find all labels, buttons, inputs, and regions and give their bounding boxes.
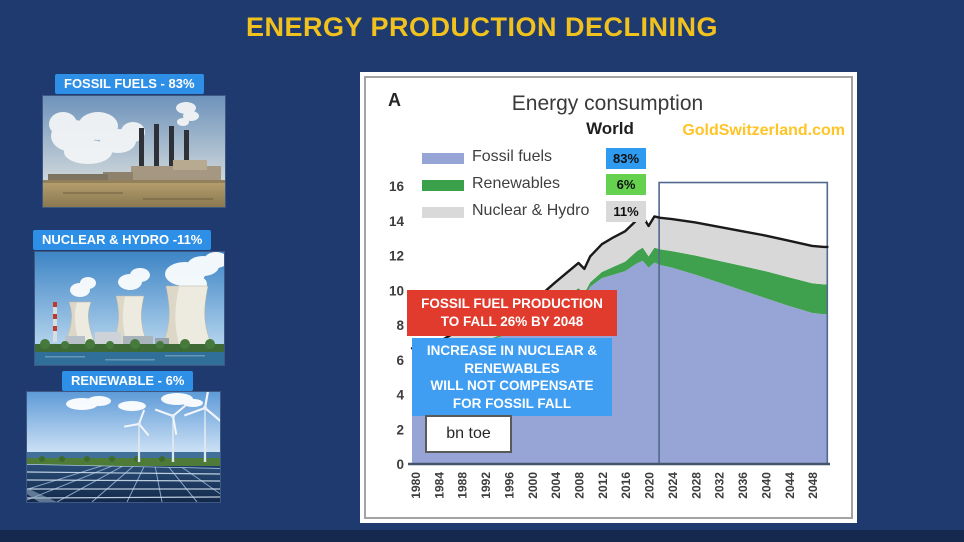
svg-text:12: 12	[389, 249, 404, 264]
svg-text:1992: 1992	[479, 472, 493, 499]
renewables-share-badge: 6%	[606, 174, 646, 195]
panel-letter: A	[388, 90, 401, 110]
nuclear-plant-illustration	[35, 252, 224, 365]
svg-text:1980: 1980	[409, 472, 423, 499]
fossil-power-plant-photo	[43, 96, 225, 207]
annotation-line: FOSSIL FUEL PRODUCTION	[421, 296, 603, 311]
svg-text:2012: 2012	[596, 472, 610, 499]
annotation-line: INCREASE IN NUCLEAR &	[426, 343, 598, 358]
fossil-fuels-label: FOSSIL FUELS - 83%	[55, 74, 204, 94]
svg-text:2048: 2048	[806, 472, 820, 499]
fossil-share-badge: 83%	[606, 148, 646, 169]
svg-text:0: 0	[396, 457, 404, 472]
wind-turbines	[124, 392, 220, 462]
svg-text:2016: 2016	[619, 472, 633, 499]
svg-text:1996: 1996	[502, 472, 516, 499]
bottom-band	[0, 530, 964, 542]
svg-text:2044: 2044	[783, 472, 797, 499]
fossil-fuels-legend-label: Fossil fuels	[472, 148, 553, 165]
svg-text:14: 14	[389, 214, 405, 229]
annotation-line: WILL NOT COMPENSATE	[430, 378, 594, 394]
svg-text:2028: 2028	[689, 472, 703, 499]
renewables-illustration	[27, 392, 220, 502]
annotation-line: FOR FOSSIL FALL	[452, 395, 572, 411]
svg-text:2024: 2024	[666, 472, 680, 499]
solar-wind-photo	[27, 392, 220, 502]
nuclear-hydro-legend-label: Nuclear & Hydro	[472, 202, 590, 219]
svg-text:8: 8	[396, 318, 404, 333]
svg-text:2008: 2008	[573, 472, 587, 499]
chart-title: Energy consumption	[511, 92, 704, 115]
goldswitzerland-watermark: GoldSwitzerland.com	[682, 122, 845, 139]
svg-text:1984: 1984	[432, 472, 446, 499]
svg-text:2004: 2004	[549, 472, 563, 499]
chart-frame-border	[364, 76, 853, 519]
nuclear-hydro-share-badge: 11%	[606, 201, 646, 222]
fossil-fall-annotation: FOSSIL FUEL PRODUCTION TO FALL 26% BY 20…	[407, 290, 617, 336]
renewable-label: RENEWABLE - 6%	[62, 371, 194, 391]
svg-text:2040: 2040	[759, 472, 773, 499]
renewables-swatch	[422, 180, 464, 191]
fossil-power-plant-illustration	[43, 96, 225, 207]
svg-text:16: 16	[389, 179, 405, 194]
nuclear-hydro-label: NUCLEAR & HYDRO -11%	[33, 230, 212, 250]
slide-title: ENERGY PRODUCTION DECLINING	[245, 12, 719, 42]
chart-subtitle: World	[586, 119, 634, 138]
svg-text:2000: 2000	[526, 472, 540, 499]
svg-text:1988: 1988	[456, 472, 470, 499]
annotation-line: TO FALL 26% BY 2048	[440, 313, 584, 329]
svg-text:4: 4	[396, 388, 404, 403]
unit-label-box: bn toe	[425, 415, 512, 453]
svg-text:2020: 2020	[643, 472, 657, 499]
svg-text:6: 6	[396, 353, 404, 368]
renewables-legend-label: Renewables	[472, 175, 561, 192]
svg-text:10: 10	[389, 283, 404, 298]
no-compensation-annotation: INCREASE IN NUCLEAR & RENEWABLES WILL NO…	[412, 338, 612, 417]
svg-text:2036: 2036	[736, 472, 750, 499]
nuclear-hydro-swatch	[422, 207, 464, 218]
annotation-line: RENEWABLES	[464, 360, 560, 376]
fossil-fuels-swatch	[422, 153, 464, 164]
svg-text:2032: 2032	[713, 472, 727, 499]
svg-text:2: 2	[396, 422, 404, 437]
nuclear-cooling-towers-photo	[35, 252, 224, 365]
energy-chart-card: 0 2 4 6 8 10 12 14 16 1980 1984 1988 1992 1996 2000 200…	[360, 72, 857, 523]
